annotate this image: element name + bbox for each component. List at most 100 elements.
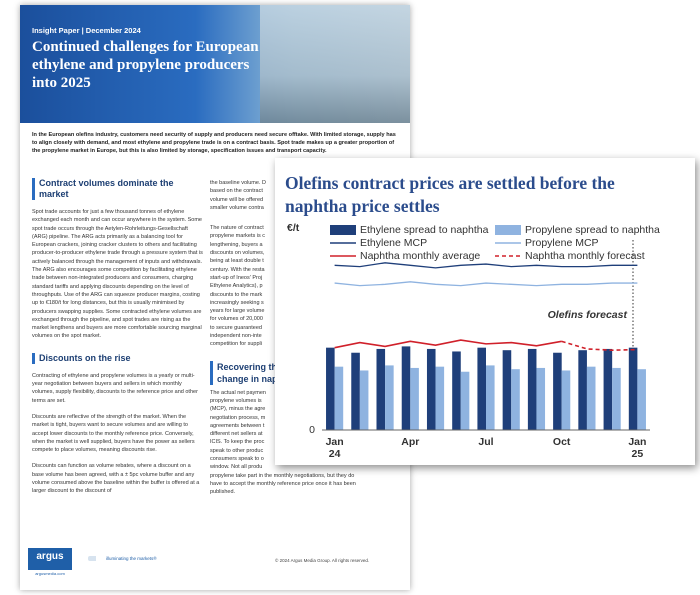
text-line: volume will be offered [210,196,264,203]
text-line: years for large volume [210,308,265,315]
line [334,262,638,269]
left-column: Contract volumes dominate the market Spot… [32,178,204,504]
bar [502,350,512,430]
text-block: Recovering th change in nap The actual net… [210,360,410,497]
text-line: agreements between t [210,422,265,429]
bar [586,366,596,430]
text-line: (MCP), minus the agre [210,406,266,413]
paragraph: Discounts are reflective of the strength… [32,413,195,454]
text-line: different net sellers at [210,431,263,438]
x-tick-label: Jul [478,436,493,448]
paragraph: Discounts can function as volume rebates… [32,463,200,495]
bar [612,367,621,430]
text-line: The actual net paymen [210,389,266,396]
text-line: discounts on volumes, [210,250,265,257]
chart-card: €/t 0 Jan 24 Apr Jul Oct Jan 25 Olefins forecast E… [275,158,695,465]
bar [527,348,537,430]
text-line: for volumes of 20,000 [210,316,263,323]
bar [628,347,638,430]
annotation: Olefins forecast [548,309,628,321]
legend-label: Ethylene MCP [360,237,427,249]
bar [460,371,470,430]
bar [376,348,386,430]
bar [578,350,587,430]
line [334,281,638,287]
text-line: propylene markets is c [210,233,266,240]
x-tick-label: Jan 24 [326,436,344,460]
bar [486,365,495,430]
text-line: consumers speak to o [210,456,264,463]
text-line: discounts to the mark [210,291,263,298]
bar [435,366,445,430]
text-line: increasingly seeking s [210,299,264,306]
copyright: © 2024 Argus Media Group. All rights res… [275,558,370,563]
text-line: being at least double t [210,258,264,265]
legend-label: Propylene spread to naphtha [525,224,660,236]
bar [351,352,360,430]
text-line: have to accept the monthly reference pri… [210,480,356,487]
bar [426,348,436,430]
text-line: negotiation process, m [210,414,266,421]
bar [410,367,419,430]
line [561,340,638,352]
chart: €/t 0 Jan 24 Apr Jul Oct Jan 25 Olefins forecast E… [287,222,660,460]
bar [385,365,394,430]
header-label: Insight Paper | December 2024 [32,26,141,35]
text-line: to secure guaranteed [210,324,262,331]
text-line: propylene volumes is [210,397,262,404]
line [334,339,562,349]
text-block: The nature of contract propylene markets … [210,224,410,348]
header-title: Continued challenges for European ethyle… [32,39,259,91]
bar [511,369,520,430]
paragraph: Spot trade accounts for just a few thous… [32,209,203,340]
text-line: start-up of Ineos' Proj [210,274,263,281]
text-line: published. [210,489,236,496]
text-line: the baseline volume. D [210,180,266,186]
text-line: ICIS. To keep the proc [210,439,265,446]
bar [536,367,546,430]
paragraph: Contracting of ethylene and propylene vo… [32,372,198,404]
section-heading: Discounts on the rise [32,352,204,364]
chart-title: Olefins contract prices are settled befo… [285,173,615,216]
bar [326,347,335,430]
bar [359,370,369,430]
legend-swatch [495,225,521,235]
bar [561,370,571,430]
section-heading: change in nap [210,372,410,385]
x-tick-label: Jan 25 [628,436,646,460]
text-line: Ethylene Analytics), p [210,283,263,290]
text-block: the baseline volume. D based on the contr… [210,179,410,212]
header: Insight Paper | December 2024 Continued … [20,5,410,123]
text-line: independent non-inte [210,333,262,340]
text-line: propylene take part in the monthly negot… [210,472,355,479]
legend-label: Naphtha monthly forecast [525,250,645,262]
text-line: window. Not all produ [210,464,263,471]
section-heading: Recovering th [210,360,410,373]
legend-label: Ethylene spread to naphtha [360,224,489,236]
bar [401,346,411,430]
intro: In the European olefins industry, custom… [32,132,396,155]
text-line: The nature of contract [210,225,264,232]
legend-label: Propylene MCP [525,237,599,249]
bar [553,352,562,430]
tagline: illuminating the markets® [88,556,157,561]
bar [603,348,613,430]
y-axis-label: €/t [287,222,300,234]
logo-url: argusmedia.com [35,571,65,576]
logo: argus [28,548,72,570]
text-line: century. With the resta [210,266,265,273]
legend-swatch [330,225,356,235]
bar [477,347,486,430]
right-column: the baseline volume. D based on the contr… [210,179,410,509]
x-tick-label: Apr [401,436,419,448]
legend-label: Naphtha monthly average [360,250,480,262]
text-line: competition for suppli [210,341,262,348]
text-line: speak to other produc [210,447,264,454]
y-tick-label: 0 [309,424,315,436]
bar [334,366,344,430]
text-line: smaller volume contra [210,204,264,211]
bar [452,351,461,430]
header-photo [260,5,410,123]
section-heading: Contract volumes dominate the market [32,178,204,200]
